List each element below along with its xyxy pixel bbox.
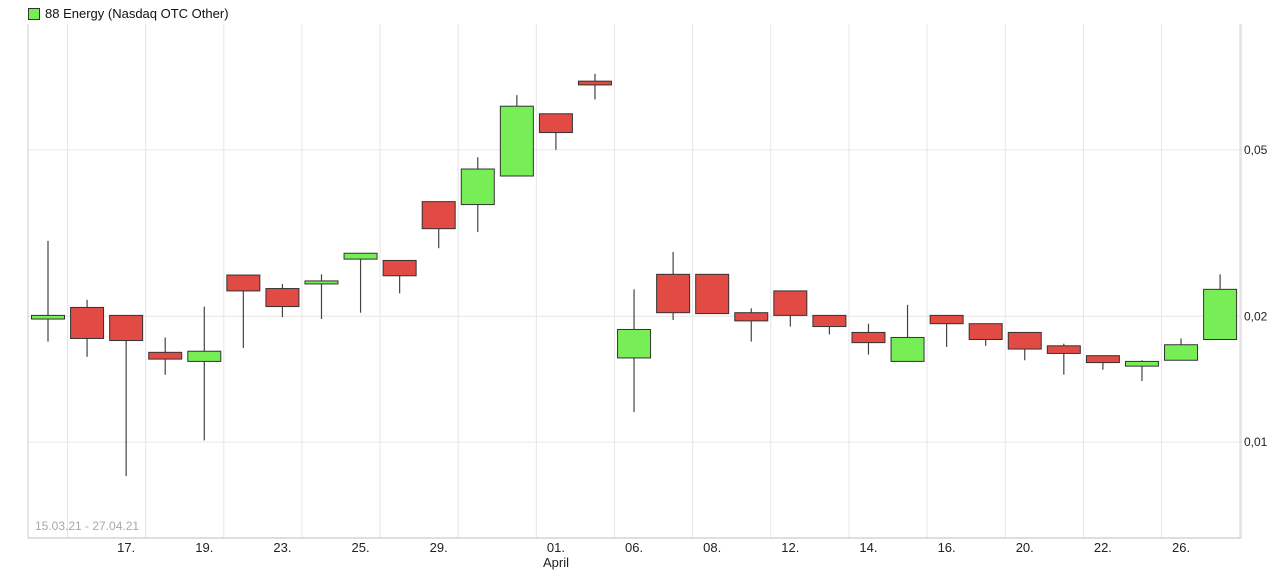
candle <box>1008 332 1041 360</box>
legend-label: 88 Energy (Nasdaq OTC Other) <box>45 6 229 21</box>
candle <box>930 315 963 346</box>
candle-body-down <box>735 313 768 321</box>
candle-body-down <box>969 324 1002 340</box>
candle-body-up <box>32 315 65 319</box>
candle <box>71 300 104 357</box>
y-tick-label: 0,02 <box>1244 309 1268 323</box>
candle-body-down <box>930 315 963 323</box>
x-tick-label: 22. <box>1094 540 1112 555</box>
candles <box>32 74 1237 476</box>
candle <box>110 315 143 476</box>
candle <box>539 114 572 150</box>
x-tick-label: 25. <box>352 540 370 555</box>
candle <box>227 275 260 348</box>
candle <box>149 337 182 374</box>
candle-body-up <box>461 169 494 205</box>
candle-body-down <box>539 114 572 133</box>
candle <box>266 284 299 317</box>
legend-swatch <box>28 8 40 20</box>
candle <box>696 274 729 313</box>
candle-body-down <box>657 274 690 312</box>
candle-body-down <box>422 202 455 229</box>
candle <box>422 202 455 249</box>
candle-body-up <box>1165 345 1198 361</box>
candle <box>383 260 416 293</box>
grid <box>28 24 1241 538</box>
candle-body-down <box>1008 332 1041 349</box>
candle <box>461 157 494 232</box>
x-tick-label: 01. <box>547 540 565 555</box>
candle-body-up <box>344 253 377 259</box>
candle-body-down <box>149 352 182 359</box>
candle <box>891 305 924 362</box>
candle-body-up <box>500 106 533 176</box>
candle <box>305 274 338 319</box>
candle <box>969 324 1002 346</box>
candle <box>852 324 885 355</box>
x-tick-label: 16. <box>938 540 956 555</box>
y-tick-label: 0,01 <box>1244 435 1268 449</box>
candle-body-down <box>1086 356 1119 363</box>
candle <box>1047 344 1080 375</box>
candle <box>344 253 377 312</box>
candle <box>188 307 221 441</box>
y-tick-label: 0,05 <box>1244 143 1268 157</box>
candle-body-down <box>774 291 807 315</box>
candle-body-up <box>1125 361 1158 366</box>
legend: 88 Energy (Nasdaq OTC Other) <box>28 6 229 21</box>
candle-body-up <box>1204 289 1237 339</box>
candle-body-down <box>578 81 611 85</box>
candle-body-down <box>266 289 299 307</box>
candle <box>578 74 611 100</box>
x-tick-label: 12. <box>781 540 799 555</box>
candle <box>657 252 690 320</box>
candle-body-down <box>227 275 260 291</box>
x-tick-label: 23. <box>273 540 291 555</box>
candle-body-up <box>188 351 221 361</box>
axes <box>28 24 1241 538</box>
candle <box>1086 356 1119 370</box>
x-tick-label: 17. <box>117 540 135 555</box>
candle-body-up <box>305 281 338 284</box>
candle <box>1204 274 1237 339</box>
candle <box>618 289 651 412</box>
candle-body-down <box>813 315 846 326</box>
candle-body-down <box>1047 346 1080 354</box>
x-tick-label: 14. <box>859 540 877 555</box>
candle-body-up <box>891 337 924 361</box>
candle-body-down <box>852 332 885 342</box>
month-label: April <box>543 555 569 570</box>
x-tick-label: 19. <box>195 540 213 555</box>
candle-body-up <box>618 329 651 357</box>
candle <box>735 308 768 341</box>
candle-body-down <box>71 307 104 338</box>
candle <box>774 291 807 327</box>
candle <box>1165 338 1198 360</box>
candle <box>813 315 846 334</box>
x-tick-label: 06. <box>625 540 643 555</box>
x-tick-label: 29. <box>430 540 448 555</box>
x-tick-label: 20. <box>1016 540 1034 555</box>
candle <box>500 95 533 176</box>
candle-body-down <box>110 315 143 340</box>
date-range-label: 15.03.21 - 27.04.21 <box>35 519 139 533</box>
candle <box>1125 360 1158 381</box>
candle-body-down <box>383 260 416 275</box>
x-tick-label: 26. <box>1172 540 1190 555</box>
candle <box>32 241 65 342</box>
candle-body-down <box>696 274 729 313</box>
x-tick-label: 08. <box>703 540 721 555</box>
